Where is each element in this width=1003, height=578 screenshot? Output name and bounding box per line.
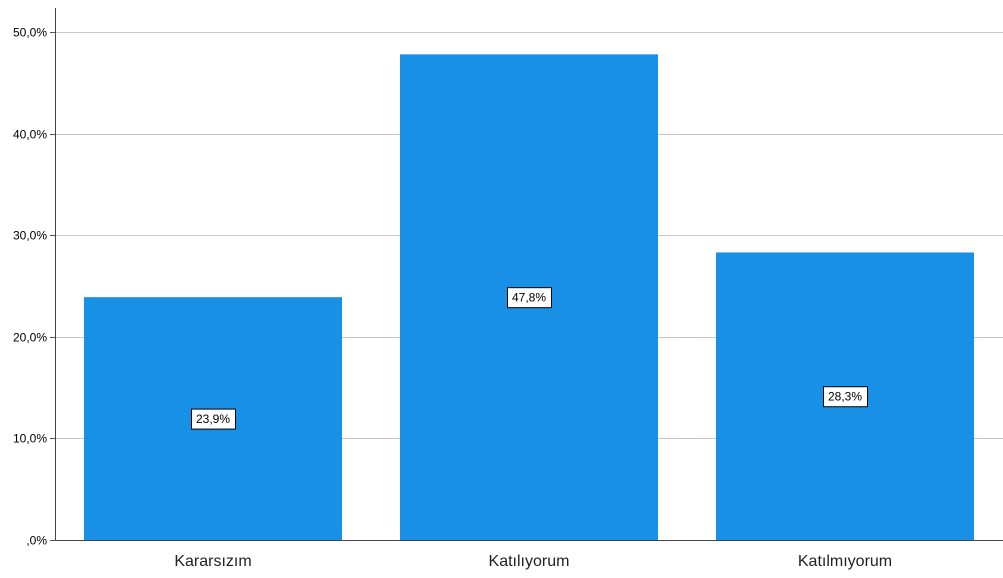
axes (50, 8, 1003, 541)
data-label-box (823, 386, 868, 408)
y-tick-label: 40,0% (13, 128, 47, 142)
y-tick-label: 30,0% (13, 229, 47, 243)
x-category-label: Katılıyorum (489, 553, 570, 570)
data-label: 47,8% (512, 291, 546, 305)
y-tick-label: ,0% (26, 534, 47, 548)
data-label-box (507, 287, 552, 309)
data-label: 28,3% (828, 390, 862, 404)
y-axis-tick-labels: ,0% 10,0% 20,0% 30,0% 40,0% 50,0% (13, 26, 47, 548)
y-tick-label: 50,0% (13, 26, 47, 40)
x-category-label: Kararsızım (174, 553, 251, 570)
y-tick-label: 10,0% (13, 432, 47, 446)
y-tick-label: 20,0% (13, 331, 47, 345)
data-label-box (191, 408, 236, 430)
data-labels: 23,9% 47,8% 28,3% (191, 287, 868, 430)
x-category-label: Katılmıyorum (798, 553, 892, 570)
data-label: 23,9% (196, 412, 230, 426)
x-axis-category-labels: Kararsızım Katılıyorum Katılmıyorum (174, 553, 892, 570)
